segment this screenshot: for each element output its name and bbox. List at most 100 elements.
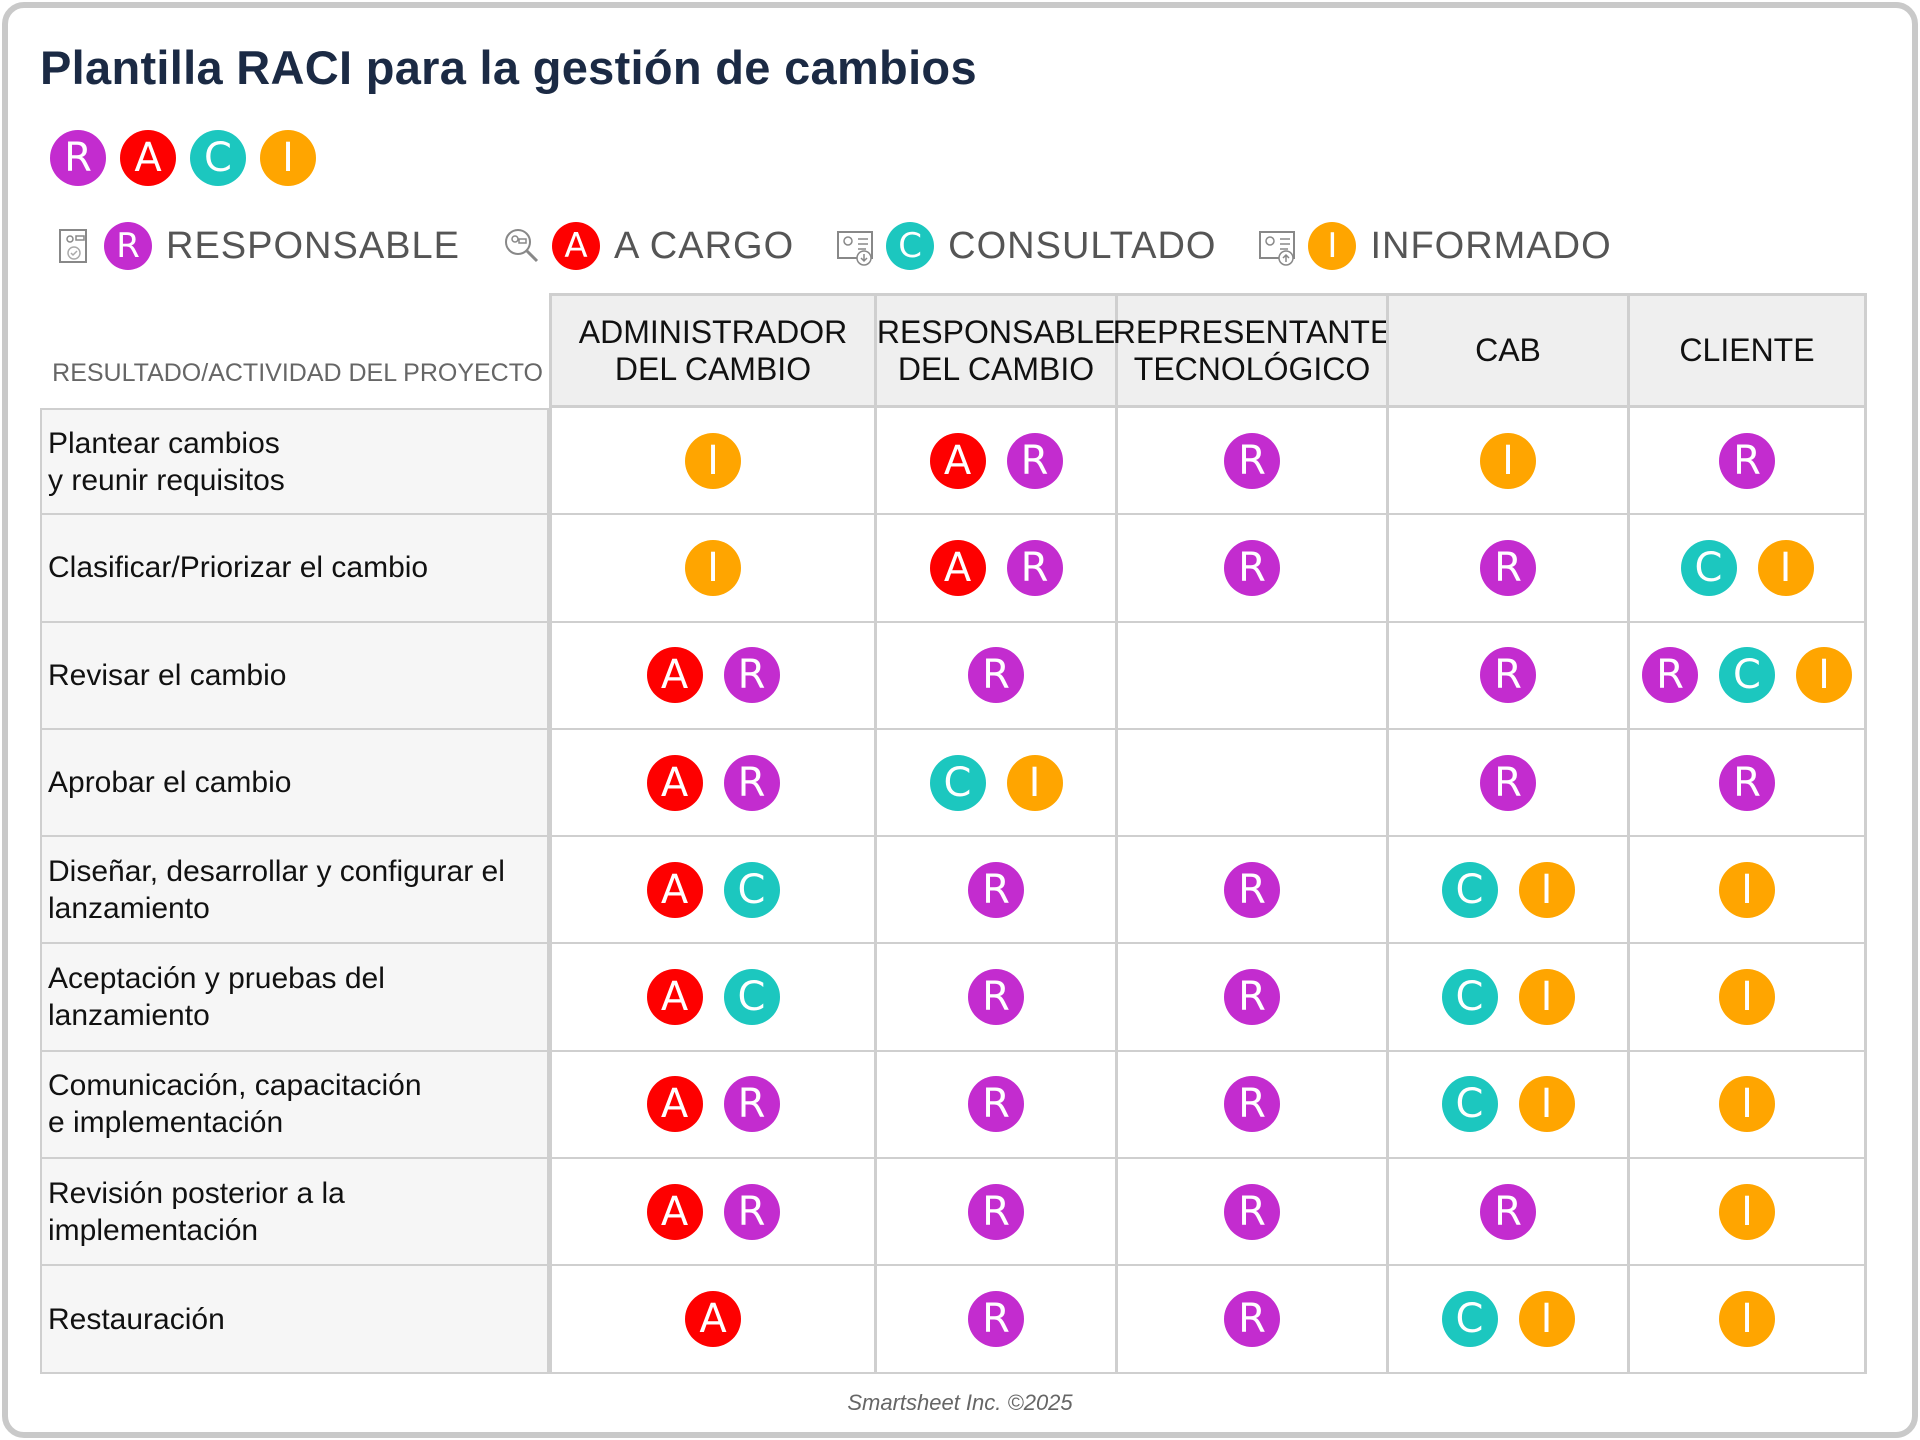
- raci-i-badge: I: [1518, 1291, 1575, 1348]
- table-row: Aprobar el cambio A R C I R R: [40, 729, 1872, 838]
- activity-label: Clasificar/Priorizar el cambio: [40, 515, 549, 623]
- magnifier-people-icon: [505, 229, 539, 263]
- raci-cell[interactable]: I: [549, 515, 874, 623]
- raci-cell[interactable]: [1115, 729, 1386, 838]
- raci-cell[interactable]: I: [1627, 1051, 1867, 1160]
- raci-c-badge: C: [886, 222, 935, 270]
- row-header-label: RESULTADO/ACTIVIDAD DEL PROYECTO: [52, 359, 543, 387]
- column-header: ADMINISTRADOR DEL CAMBIO: [549, 293, 874, 408]
- raci-cell[interactable]: R: [1115, 515, 1386, 623]
- raci-cell[interactable]: R: [1386, 622, 1627, 730]
- raci-i-badge: I: [1719, 1291, 1775, 1348]
- raci-cell[interactable]: R: [1115, 1051, 1386, 1160]
- raci-r-badge: R: [1719, 432, 1775, 489]
- raci-c-badge: C: [723, 861, 780, 918]
- table-row: Revisar el cambio A R R R R C I: [40, 622, 1872, 730]
- raci-cell[interactable]: A: [549, 1266, 874, 1374]
- raci-cell[interactable]: I: [1386, 408, 1627, 516]
- raci-a-badge: A: [929, 432, 986, 489]
- raci-cell[interactable]: R: [1115, 1159, 1386, 1267]
- raci-c-badge: C: [1441, 861, 1498, 918]
- legend-label: CONSULTADO: [948, 224, 1217, 267]
- raci-r-badge: R: [1480, 1183, 1536, 1240]
- activity-label: Comunicación, capacitación e implementac…: [40, 1051, 549, 1160]
- activity-label: Aprobar el cambio: [40, 729, 549, 838]
- raci-cell[interactable]: R: [1115, 408, 1386, 516]
- raci-cell[interactable]: R: [874, 1051, 1115, 1160]
- raci-cell[interactable]: [1115, 622, 1386, 730]
- raci-r-badge: R: [723, 647, 780, 704]
- raci-i-badge: I: [1480, 432, 1536, 489]
- raci-i-badge: I: [1518, 969, 1575, 1026]
- raci-i-badge: I: [260, 130, 316, 186]
- legend: R RESPONSABLE A A CARGO C CONSULTADO I INFORMAD…: [52, 222, 1652, 270]
- raci-cell[interactable]: R: [874, 1159, 1115, 1267]
- raci-r-badge: R: [1480, 539, 1536, 596]
- page-title: Plantilla RACI para la gestión de cambio…: [40, 41, 977, 94]
- raci-cell[interactable]: I: [1627, 944, 1867, 1052]
- raci-cell[interactable]: R: [1627, 729, 1867, 838]
- raci-r-badge: R: [723, 1076, 780, 1133]
- raci-cell[interactable]: R: [1627, 408, 1867, 516]
- raci-cell[interactable]: R: [874, 944, 1115, 1052]
- raci-r-badge: R: [1642, 647, 1698, 704]
- raci-r-badge: R: [968, 969, 1024, 1026]
- raci-cell[interactable]: I: [1627, 1159, 1867, 1267]
- raci-i-badge: I: [1796, 647, 1852, 704]
- raci-cell[interactable]: R: [1115, 1266, 1386, 1374]
- raci-i-badge: I: [1308, 222, 1357, 270]
- raci-a-badge: A: [646, 754, 703, 811]
- raci-cell[interactable]: R: [1386, 515, 1627, 623]
- raci-i-badge: I: [1719, 1183, 1775, 1240]
- raci-cell[interactable]: R: [1115, 837, 1386, 945]
- raci-cell[interactable]: R: [874, 837, 1115, 945]
- raci-r-badge: R: [1006, 539, 1063, 596]
- raci-cell[interactable]: R: [1386, 729, 1627, 838]
- raci-r-badge: R: [968, 1076, 1024, 1133]
- raci-r-badge: R: [1719, 754, 1775, 811]
- raci-cell[interactable]: R: [1115, 944, 1386, 1052]
- column-header: CAB: [1386, 293, 1627, 408]
- raci-cell[interactable]: R: [874, 622, 1115, 730]
- raci-cell[interactable]: I: [549, 408, 874, 516]
- raci-table: RESULTADO/ACTIVIDAD DEL PROYECTO ADMINIST…: [40, 293, 1872, 1374]
- raci-r-badge: R: [968, 861, 1024, 918]
- raci-r-badge: R: [1224, 1183, 1280, 1240]
- raci-i-badge: I: [1719, 861, 1775, 918]
- column-header: REPRESENTANTE TECNOLÓGICO: [1113, 293, 1391, 408]
- raci-i-badge: I: [685, 432, 741, 489]
- raci-cell[interactable]: R: [874, 1266, 1115, 1374]
- raci-i-badge: I: [1719, 1076, 1775, 1133]
- raci-a-badge: A: [646, 647, 703, 704]
- raci-r-badge: R: [968, 1183, 1024, 1240]
- raci-c-badge: C: [929, 754, 986, 811]
- raci-r-badge: R: [723, 1183, 780, 1240]
- raci-cell[interactable]: I: [1627, 1266, 1867, 1374]
- legend-label: A CARGO: [614, 224, 795, 267]
- raci-c-badge: C: [1719, 647, 1775, 704]
- activity-label: Revisión posterior a la implementación: [40, 1159, 549, 1267]
- raci-cell[interactable]: I: [1627, 837, 1867, 945]
- raci-cell[interactable]: R: [1386, 1159, 1627, 1267]
- table-row: Diseñar, desarrollar y configurar el lan…: [40, 837, 1872, 945]
- activity-label: Restauración: [40, 1266, 549, 1374]
- document-check-icon: [59, 229, 87, 263]
- raci-r-badge: R: [1224, 432, 1280, 489]
- raci-c-badge: C: [1441, 1291, 1498, 1348]
- column-header: CLIENTE: [1627, 293, 1867, 408]
